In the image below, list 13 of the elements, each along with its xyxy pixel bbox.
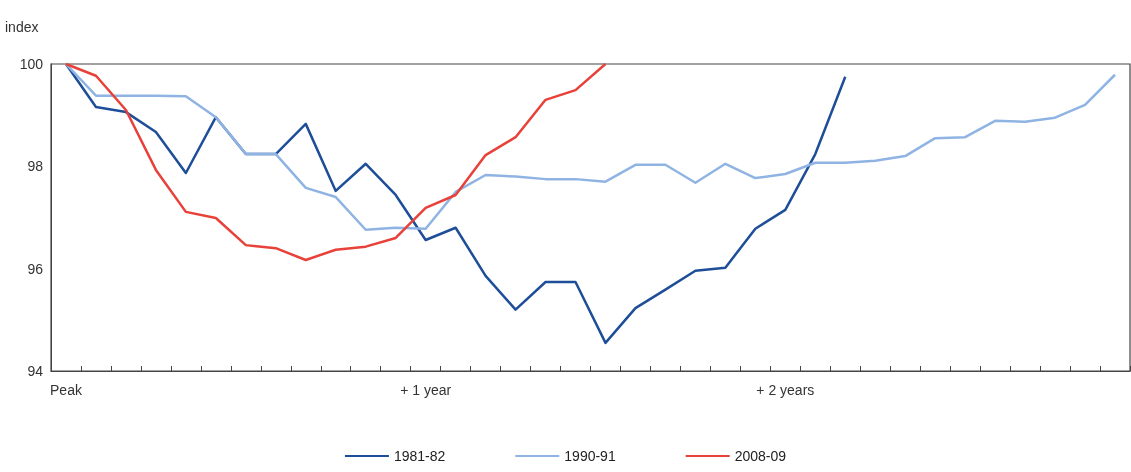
x-tick-label: + 1 year bbox=[400, 382, 452, 398]
y-tick-label: 96 bbox=[27, 260, 44, 277]
legend-label: 1981-82 bbox=[393, 448, 446, 464]
x-tick-label: + 2 years bbox=[756, 382, 815, 398]
y-tick-label: 94 bbox=[27, 363, 44, 379]
line-series bbox=[64, 62, 607, 262]
y-tick-label: 98 bbox=[27, 158, 44, 175]
legend-label: 1990-91 bbox=[564, 448, 616, 464]
line-series bbox=[64, 62, 1117, 232]
y-axis-title: index bbox=[5, 19, 39, 35]
y-tick-label: 100 bbox=[19, 56, 44, 72]
x-tick-label: Peak bbox=[50, 382, 83, 398]
legend-label: 2008-09 bbox=[734, 448, 787, 464]
